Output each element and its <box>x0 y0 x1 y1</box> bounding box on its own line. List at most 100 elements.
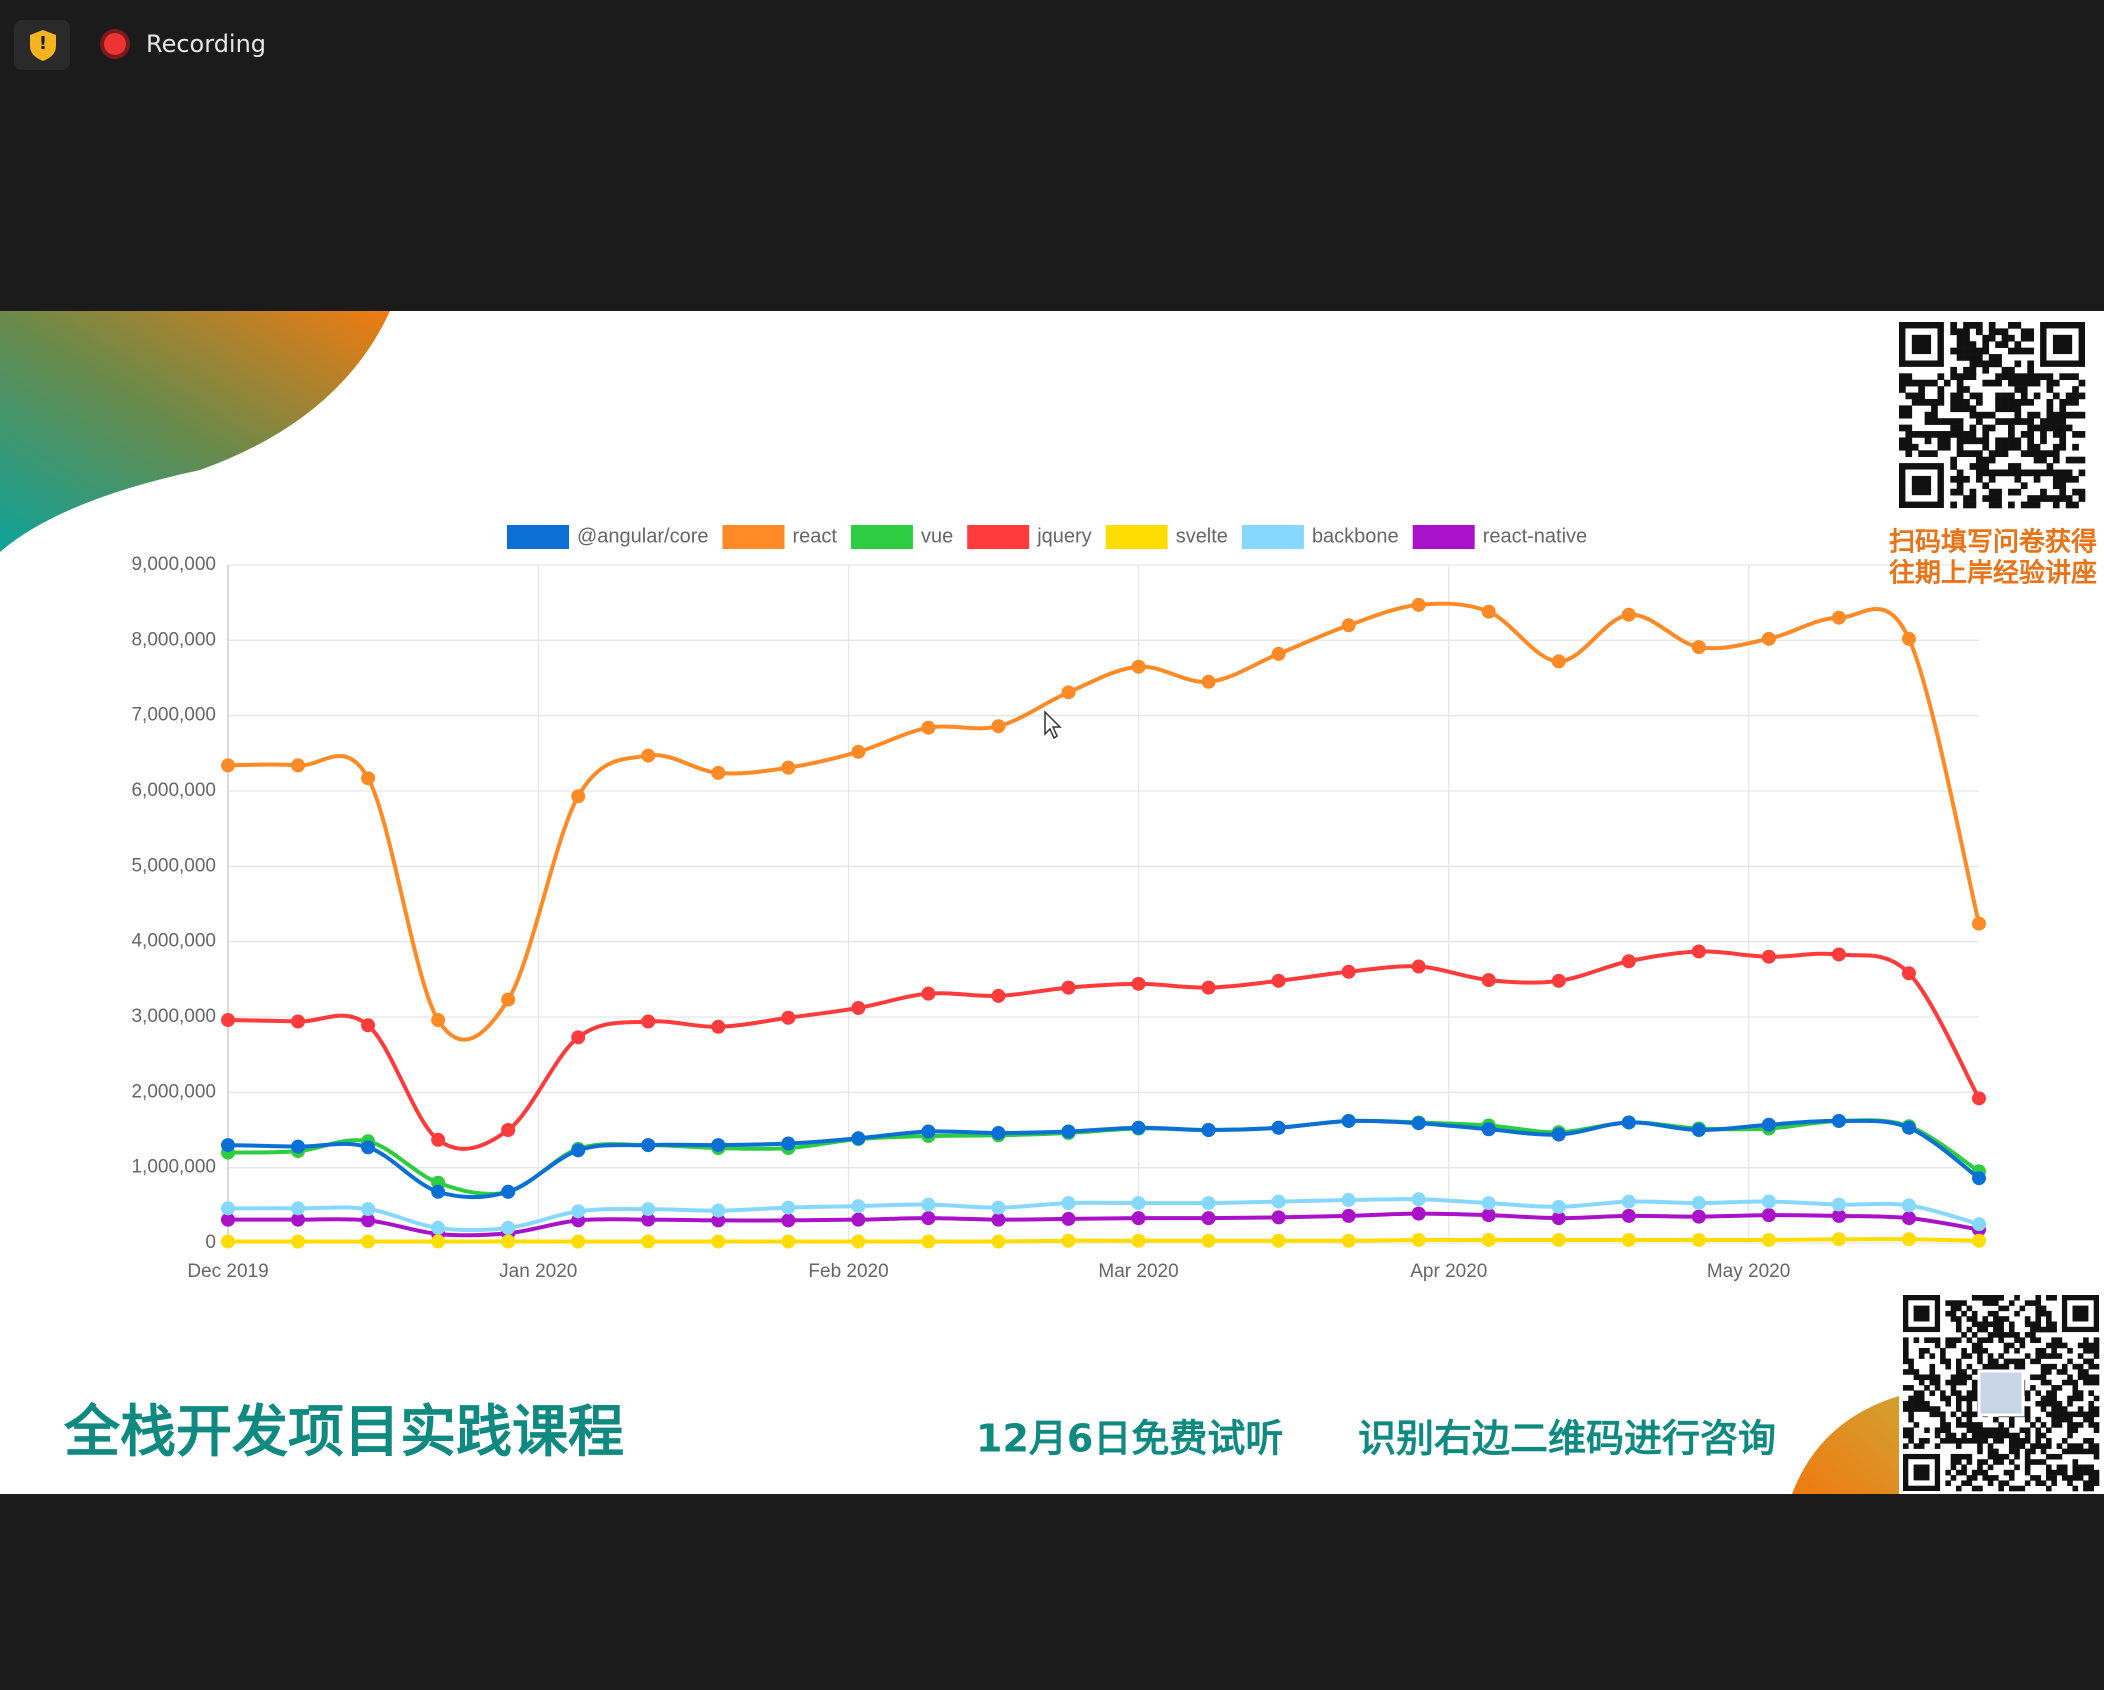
qr-module <box>1977 1485 1983 1492</box>
qr-module <box>1963 501 1970 509</box>
qr-module <box>1971 1475 1978 1481</box>
qr-module <box>1971 1379 1978 1386</box>
qr-module <box>2008 1475 2015 1481</box>
qr-module <box>1966 1427 1973 1434</box>
qr-module <box>1987 1358 1994 1365</box>
qr-module <box>2020 379 2028 387</box>
qr-module <box>1982 366 1990 374</box>
qr-module <box>1945 1342 1951 1349</box>
qr-module <box>2077 1342 2084 1349</box>
qr-module <box>1966 1438 1973 1444</box>
qr-module <box>2065 392 2073 400</box>
qr-module <box>1950 1305 1957 1312</box>
qr-module <box>2008 1342 2015 1349</box>
qr-module <box>1918 450 1925 457</box>
qr-module <box>2033 379 2041 387</box>
qr-module <box>1918 386 1925 393</box>
qr-module <box>2040 437 2047 445</box>
qr-module <box>1969 373 1977 381</box>
qr-module <box>2093 1337 2100 1343</box>
qr-module <box>1940 1358 1946 1365</box>
qr-module <box>2083 1464 2089 1471</box>
qr-module <box>1998 1438 2004 1444</box>
qr-module <box>1950 1385 1957 1391</box>
qr-module <box>1950 488 1958 496</box>
qr-module <box>2027 501 2034 509</box>
qr-module <box>2046 1395 2052 1402</box>
qr-module <box>2035 1475 2042 1481</box>
qr-module <box>2014 411 2022 419</box>
qr-module <box>1918 1347 1925 1354</box>
qr-module <box>2014 1332 2020 1338</box>
qr-module <box>1950 322 1958 329</box>
qr-module <box>1982 1363 1989 1370</box>
qr-module <box>1908 1395 1914 1402</box>
qr-module <box>2067 1416 2073 1423</box>
qr-module <box>2040 1369 2047 1375</box>
qr-module <box>1982 411 1990 419</box>
qr-module <box>2052 450 2060 457</box>
qr-module <box>1975 437 1983 445</box>
qr-module <box>2046 1411 2052 1418</box>
qr-module <box>1905 411 1913 419</box>
qr-module <box>1975 360 1983 368</box>
qr-avatar <box>1977 1369 2025 1417</box>
data-point <box>1481 1208 1496 1223</box>
qr-module <box>1998 1363 2004 1370</box>
qr-module <box>1903 1427 1909 1434</box>
qr-module <box>2088 1379 2095 1386</box>
qr-module <box>1937 398 1945 406</box>
qr-module <box>2001 418 2009 425</box>
qr-module <box>1969 354 1977 361</box>
qr-module <box>2020 450 2028 457</box>
qr-module <box>2078 379 2086 387</box>
data-point <box>431 1184 446 1199</box>
qr-module <box>1908 1438 1914 1444</box>
data-point <box>1551 1199 1566 1214</box>
data-point <box>851 744 866 759</box>
data-point <box>781 760 796 775</box>
bottom-bar <box>0 1494 2104 1690</box>
qr-module <box>1940 1427 1946 1434</box>
qr-module <box>2014 1432 2020 1439</box>
qr-module <box>2033 456 2041 464</box>
qr-module <box>1982 424 1990 432</box>
qr-module <box>1929 1337 1936 1343</box>
qr-module <box>2033 373 2041 381</box>
qr-module <box>2046 1316 2052 1322</box>
qr-module <box>2040 373 2047 381</box>
data-point <box>1831 1208 1846 1223</box>
qr-module <box>1950 475 1958 483</box>
qr-module <box>1950 1300 1957 1306</box>
qr-module <box>2008 334 2015 342</box>
qr-module <box>2046 1369 2052 1375</box>
qr-module <box>2008 1416 2015 1423</box>
qr-module <box>1950 1374 1957 1381</box>
qr-module <box>2093 1411 2100 1418</box>
qr-module <box>1963 495 1970 502</box>
data-point <box>1621 1208 1636 1223</box>
qr-module <box>2072 1485 2079 1492</box>
qr-module <box>2077 1395 2084 1402</box>
y-tick-label: 5,000,000 <box>131 855 216 876</box>
qr-module <box>1993 1416 1999 1423</box>
qr-module <box>2019 1438 2026 1444</box>
data-point <box>1201 1233 1216 1248</box>
qr-module <box>2077 1464 2084 1471</box>
qr-module <box>1966 1353 1973 1359</box>
qr-module <box>2014 443 2022 451</box>
qr-module <box>2072 411 2079 419</box>
qr-module <box>2027 347 2034 355</box>
qr-module <box>1971 1427 1978 1434</box>
qr-module <box>2035 1390 2042 1396</box>
qr-module <box>1955 1358 1962 1365</box>
qr-module <box>1977 1464 1983 1471</box>
data-point <box>1831 947 1846 962</box>
qr-module <box>1988 501 1996 509</box>
qr-module <box>2014 437 2022 445</box>
qr-module <box>2033 475 2041 483</box>
qr-module <box>1913 1337 1920 1343</box>
qr-module <box>2027 431 2034 438</box>
qr-module <box>1945 1358 1951 1365</box>
qr-module <box>1961 1453 1967 1460</box>
